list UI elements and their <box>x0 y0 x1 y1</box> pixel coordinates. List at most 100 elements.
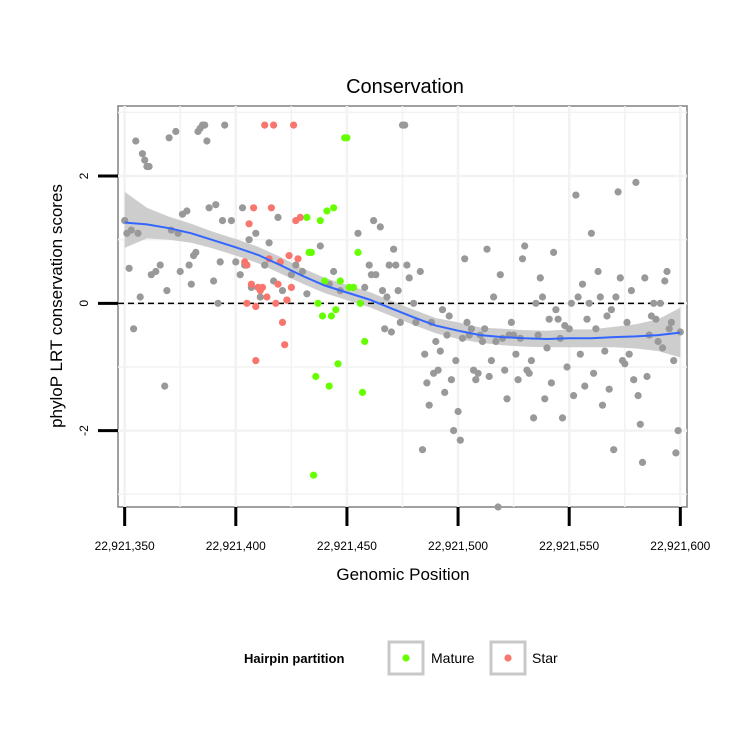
point-other <box>132 137 140 145</box>
point-other <box>236 271 244 279</box>
point-other <box>547 379 556 387</box>
point-star <box>281 341 289 349</box>
point-other <box>443 331 451 339</box>
point-other <box>450 427 458 435</box>
point-other <box>261 261 269 269</box>
point-other <box>216 258 224 266</box>
point-other <box>232 258 240 266</box>
point-star <box>247 280 255 288</box>
point-other <box>534 331 542 339</box>
point-other <box>621 360 629 368</box>
point-other <box>581 382 589 390</box>
point-other <box>152 267 160 276</box>
point-other <box>130 325 138 333</box>
point-other <box>245 236 253 244</box>
point-other <box>514 376 522 384</box>
point-other <box>521 242 529 250</box>
point-mature <box>336 277 344 285</box>
legend-item-star: Star <box>489 640 558 676</box>
point-other <box>425 401 433 409</box>
point-other <box>165 134 173 142</box>
point-other <box>423 379 431 387</box>
point-other <box>410 299 418 307</box>
point-other <box>636 420 644 428</box>
point-star <box>245 220 253 228</box>
point-other <box>607 306 616 314</box>
point-other <box>376 223 384 231</box>
point-other <box>601 347 609 355</box>
point-star <box>250 204 258 212</box>
point-mature <box>332 306 340 314</box>
point-other <box>507 318 515 326</box>
point-other <box>652 315 660 323</box>
point-other <box>654 337 662 346</box>
point-other <box>494 503 502 511</box>
point-other <box>512 350 520 358</box>
point-other <box>503 395 511 403</box>
point-other <box>203 137 211 145</box>
point-other <box>483 245 491 253</box>
point-other <box>434 366 442 374</box>
y-axis-title: phyloP LRT conservation scores <box>47 184 66 428</box>
point-other <box>421 350 429 358</box>
point-other <box>454 407 462 416</box>
point-other <box>612 293 620 301</box>
point-other <box>603 312 611 320</box>
point-other <box>210 277 218 285</box>
point-other <box>674 427 682 435</box>
point-other <box>292 261 300 269</box>
confidence-band-area <box>124 191 681 358</box>
point-other <box>316 242 324 250</box>
point-other <box>598 401 607 409</box>
point-other <box>187 280 195 288</box>
point-other <box>554 315 562 323</box>
x-axis: 22,921,350 22,921,400 22,921,450 22,921,500… <box>95 507 711 553</box>
point-other <box>478 337 487 346</box>
legend: Hairpin partition Mature Star <box>244 640 558 676</box>
point-other <box>218 217 227 225</box>
point-other <box>403 261 411 269</box>
point-other <box>659 344 667 352</box>
point-star <box>270 121 278 129</box>
legend-item-mature: Mature <box>387 640 475 676</box>
point-other <box>641 274 649 282</box>
chart-title: Conservation <box>346 76 464 98</box>
point-other <box>383 293 391 301</box>
point-star <box>296 213 304 221</box>
point-other <box>192 248 200 256</box>
point-mature <box>321 277 329 285</box>
point-other <box>545 315 553 323</box>
point-other <box>212 201 220 209</box>
point-mature <box>318 312 327 320</box>
point-other <box>614 188 622 196</box>
series-mature <box>303 134 369 479</box>
x-tick-label: 22,921,450 <box>317 539 377 553</box>
point-other <box>610 446 618 454</box>
point-other <box>134 229 142 237</box>
point-star <box>283 296 291 304</box>
loess-fit-path <box>124 221 681 341</box>
series-other <box>121 121 684 511</box>
point-other <box>330 267 338 276</box>
point-other <box>163 287 171 295</box>
point-other <box>172 127 180 136</box>
point-mature <box>307 248 315 256</box>
point-other <box>667 318 676 326</box>
point-other <box>630 376 638 384</box>
loess-fit-line <box>124 221 681 341</box>
point-other <box>461 255 469 263</box>
point-mature <box>354 248 362 256</box>
point-other <box>365 261 373 269</box>
series-star <box>241 121 304 365</box>
point-other <box>670 357 678 365</box>
point-mature <box>330 204 338 212</box>
x-tick-label: 22,921,550 <box>539 539 599 553</box>
point-other <box>298 267 307 276</box>
point-other <box>487 357 495 365</box>
point-other <box>238 204 247 212</box>
point-other <box>634 392 642 400</box>
point-other <box>536 274 544 282</box>
point-other <box>452 357 460 365</box>
point-other <box>616 274 624 282</box>
point-mature <box>327 312 335 320</box>
